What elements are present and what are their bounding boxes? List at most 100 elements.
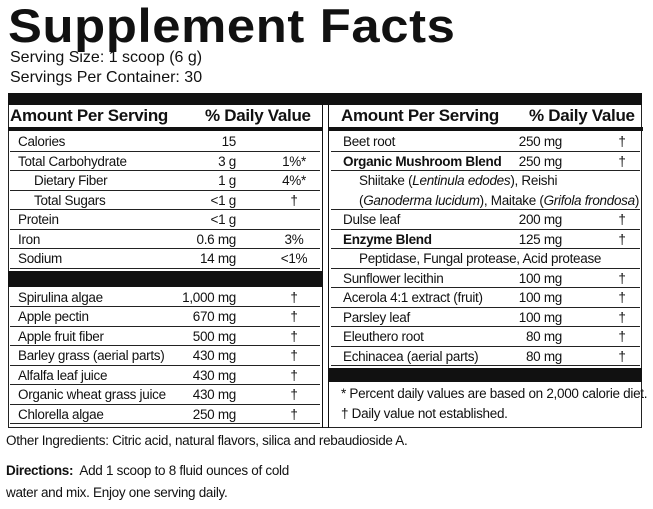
row: Total Sugars <1 g † xyxy=(10,191,320,210)
row: Sunflower lecithin 100 mg † xyxy=(331,269,640,288)
row: Calories 15 xyxy=(10,132,320,152)
daily-value: † xyxy=(290,367,298,383)
amount: 125 mg xyxy=(518,231,563,247)
header-daily-value: % Daily Value xyxy=(529,106,635,125)
row: Organic wheat grass juice 430 mg † xyxy=(10,385,320,405)
ingredient-name: Eleuthero root xyxy=(343,329,424,344)
amount: 200 mg xyxy=(518,212,563,227)
note-part: Shiitake ( xyxy=(359,173,413,188)
top-bar xyxy=(8,93,642,105)
row: Chlorella algae 250 mg † xyxy=(10,405,320,424)
amount: 0.6 mg xyxy=(196,231,237,247)
footnote: † Daily value not established. xyxy=(341,405,508,421)
ingredient-name: Calories xyxy=(18,134,66,149)
row: Apple fruit fiber 500 mg † xyxy=(10,327,320,346)
note-part: ), Maitake ( xyxy=(479,192,544,208)
directions-label: Directions: xyxy=(6,463,74,478)
ingredient-name: Apple fruit fiber xyxy=(18,328,104,344)
amount: 500 mg xyxy=(192,328,237,344)
ingredient-name: Dietary Fiber xyxy=(34,173,108,188)
amount: 670 mg xyxy=(192,309,237,324)
daily-value: 3% xyxy=(284,231,304,247)
row: Shiitake (Lentinula edodes), Reishi xyxy=(331,171,640,191)
ingredient-name: Acerola 4:1 extract (fruit) xyxy=(343,290,483,305)
daily-value: † xyxy=(290,406,298,422)
amount: 100 mg xyxy=(518,270,563,286)
amount: 1,000 mg xyxy=(182,289,236,305)
note-part: Lentinula edodes xyxy=(412,173,511,188)
row: Alfalfa leaf juice 430 mg † xyxy=(10,366,320,385)
daily-value: † xyxy=(618,309,626,325)
row: Organic Mushroom Blend 250 mg † xyxy=(331,152,640,171)
ingredient-name: Spirulina algae xyxy=(18,289,103,305)
note: Peptidase, Fungal protease, Acid proteas… xyxy=(359,249,601,269)
daily-value: † xyxy=(618,270,626,286)
amount: 14 mg xyxy=(199,251,236,266)
row: Total Carbohydrate 3 g 1%* xyxy=(10,152,320,171)
note-part: Ganoderma lucidum xyxy=(363,192,480,208)
ingredient-name: Organic wheat grass juice xyxy=(18,387,166,402)
note: Shiitake (Lentinula edodes), Reishi xyxy=(359,171,557,191)
daily-value: † xyxy=(290,348,298,363)
daily-value: 4%* xyxy=(282,173,306,188)
row: Apple pectin 670 mg † xyxy=(10,307,320,327)
serving-size: Serving Size: 1 scoop (6 g) xyxy=(10,49,203,66)
daily-value: † xyxy=(618,134,626,149)
ingredient-name: Sunflower lecithin xyxy=(343,270,444,286)
row: (Ganoderma lucidum), Maitake (Grifola fr… xyxy=(331,191,640,210)
ingredient-name: Total Sugars xyxy=(34,192,106,208)
header-daily-value: % Daily Value xyxy=(205,106,311,125)
header-rule xyxy=(329,127,643,131)
ingredient-name: Chlorella algae xyxy=(18,406,104,422)
amount: 100 mg xyxy=(518,290,563,305)
ingredient-name: Dulse leaf xyxy=(343,212,401,227)
row: Peptidase, Fungal protease, Acid proteas… xyxy=(331,249,640,269)
amount: 80 mg xyxy=(525,348,562,364)
ingredient-name: Enzyme Blend xyxy=(343,231,432,247)
title: Supplement Facts xyxy=(8,0,456,52)
section-bar xyxy=(329,368,642,382)
daily-value: † xyxy=(618,212,626,227)
ingredient-name: Protein xyxy=(18,212,59,227)
note-part: ) xyxy=(634,192,640,208)
row: Dietary Fiber 1 g 4%* xyxy=(10,171,320,191)
row: Parsley leaf 100 mg † xyxy=(331,308,640,327)
row: Protein <1 g xyxy=(10,210,320,230)
daily-value: † xyxy=(618,348,626,364)
daily-value: 1%* xyxy=(282,153,306,169)
footnote: * Percent daily values are based on 2,00… xyxy=(341,386,648,401)
row: Acerola 4:1 extract (fruit) 100 mg † xyxy=(331,288,640,308)
divider xyxy=(328,105,329,428)
servings-per-container: Servings Per Container: 30 xyxy=(10,69,203,86)
daily-value: † xyxy=(618,290,626,305)
ingredient-name: Beet root xyxy=(343,134,396,149)
other-ingredients: Other Ingredients: Citric acid, natural … xyxy=(6,433,408,448)
ingredient-name: Parsley leaf xyxy=(343,309,410,325)
amount: 250 mg xyxy=(518,134,563,149)
note-part: Peptidase, Fungal protease, Acid proteas… xyxy=(359,251,602,266)
ingredient-name: Total Carbohydrate xyxy=(18,153,127,169)
row: Spirulina algae 1,000 mg † xyxy=(10,288,320,307)
note-part: ( xyxy=(359,192,364,208)
row: Sodium 14 mg <1% xyxy=(10,249,320,269)
amount: 15 xyxy=(221,134,237,149)
note-part: Grifola frondosa xyxy=(543,192,636,208)
amount: 430 mg xyxy=(192,387,237,402)
ingredient-name: Sodium xyxy=(18,251,62,266)
daily-value: <1% xyxy=(280,251,308,266)
amount: 100 mg xyxy=(518,309,563,325)
row: Iron 0.6 mg 3% xyxy=(10,230,320,249)
amount: 1 g xyxy=(218,173,236,188)
header-amount: Amount Per Serving xyxy=(341,106,500,125)
header-amount: Amount Per Serving xyxy=(10,106,169,125)
amount: <1 g xyxy=(210,192,237,208)
daily-value: † xyxy=(618,153,626,169)
row: Eleuthero root 80 mg † xyxy=(331,327,640,347)
daily-value: † xyxy=(290,289,298,305)
section-bar xyxy=(8,270,322,287)
header-rule xyxy=(8,127,322,131)
daily-value: † xyxy=(290,192,298,208)
amount: 80 mg xyxy=(525,329,562,344)
daily-value: † xyxy=(290,387,298,402)
